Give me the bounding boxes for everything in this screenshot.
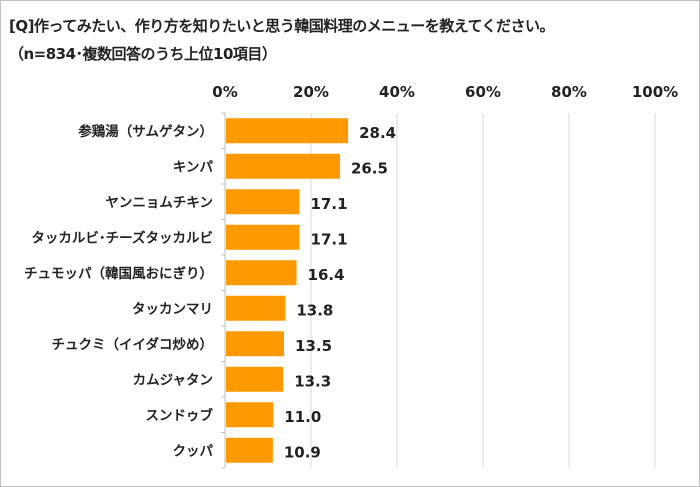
bar — [226, 402, 274, 428]
data-label: 26.5 — [351, 159, 388, 177]
category-label: キンパ — [173, 159, 214, 175]
bar — [226, 224, 300, 250]
category-label: ヤンニョムチキン — [105, 195, 213, 211]
data-label: 11.0 — [284, 408, 321, 426]
category-label: スンドゥブ — [146, 407, 214, 424]
category-label: タッカンマリ — [132, 301, 213, 317]
data-label: 17.1 — [311, 195, 348, 213]
data-label: 13.3 — [294, 372, 331, 390]
data-label: 13.8 — [296, 301, 333, 319]
bar — [226, 118, 349, 144]
data-label: 28.4 — [359, 124, 396, 142]
bar — [226, 260, 297, 286]
bar — [226, 331, 285, 357]
chart-title: [Q]作ってみたい、作り方を知りたいと思う韓国料理のメニューを教えてください。 — [9, 17, 555, 35]
category-label: チュモッパ（韓国風おにぎり） — [24, 265, 213, 282]
category-label: カムジャタン — [133, 372, 213, 388]
category-label: 参鶏湯（サムゲタン） — [78, 123, 213, 140]
data-label: 10.9 — [284, 443, 321, 461]
data-label: 13.5 — [295, 337, 332, 355]
x-tick-label: 0% — [212, 83, 237, 101]
bar — [226, 366, 284, 392]
bar — [226, 153, 340, 179]
x-tick-label: 60% — [465, 83, 501, 101]
data-label: 16.4 — [308, 266, 345, 284]
chart-subtitle: （n=834･複数回答のうち上位10項目） — [9, 45, 277, 63]
x-tick-label: 20% — [293, 83, 329, 101]
category-label: タッカルビ･チーズタッカルビ — [31, 229, 213, 246]
data-label: 17.1 — [311, 230, 348, 248]
bar — [226, 437, 273, 463]
x-tick-label: 80% — [551, 83, 587, 101]
x-tick-label: 100% — [632, 83, 678, 101]
bar — [226, 189, 300, 215]
x-tick-label: 40% — [379, 83, 415, 101]
bar — [226, 295, 286, 321]
category-label: クッパ — [173, 443, 214, 459]
category-label: チュクミ（イイダコ炒め） — [52, 336, 213, 353]
